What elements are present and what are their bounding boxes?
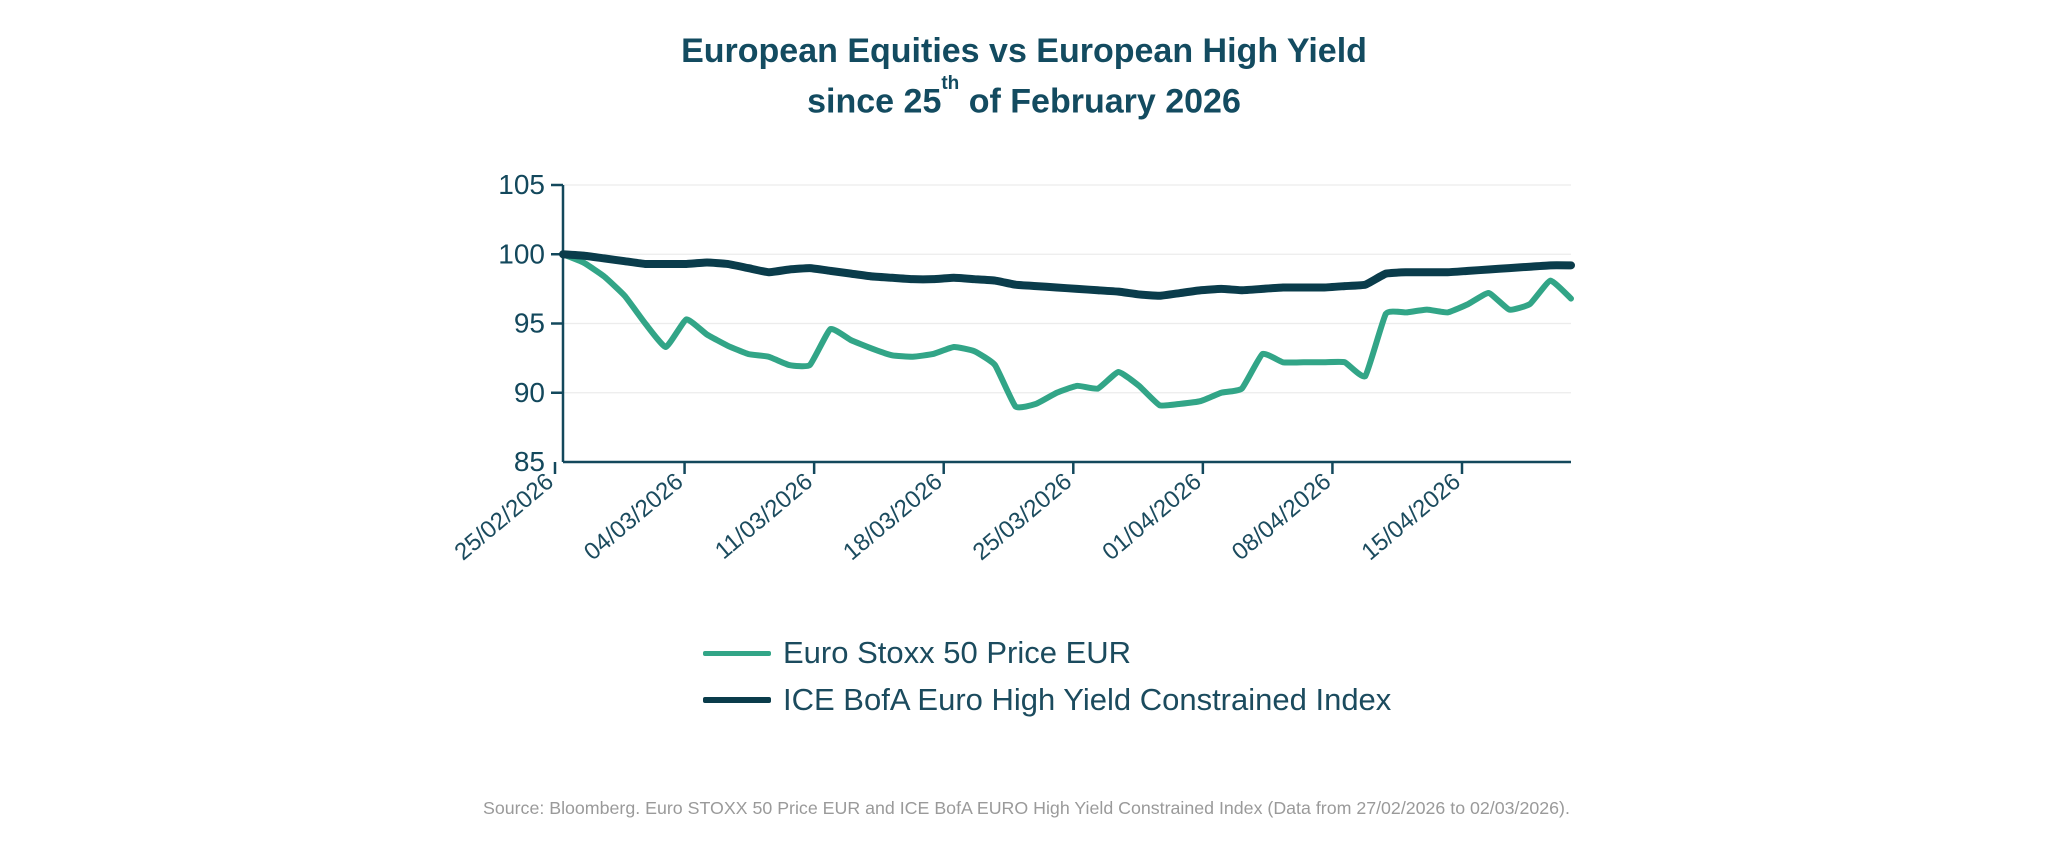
svg-text:08/04/2026: 08/04/2026: [1227, 468, 1336, 566]
svg-text:01/04/2026: 01/04/2026: [1097, 468, 1206, 566]
svg-text:105: 105: [498, 169, 545, 200]
svg-text:18/03/2026: 18/03/2026: [838, 468, 947, 566]
svg-text:90: 90: [514, 377, 545, 408]
svg-text:04/03/2026: 04/03/2026: [579, 468, 688, 566]
svg-text:25/03/2026: 25/03/2026: [968, 468, 1077, 566]
svg-text:25/02/2026: 25/02/2026: [449, 468, 558, 566]
svg-text:100: 100: [498, 238, 545, 269]
svg-text:95: 95: [514, 308, 545, 339]
svg-text:11/03/2026: 11/03/2026: [710, 468, 818, 565]
svg-text:15/04/2026: 15/04/2026: [1356, 468, 1465, 566]
